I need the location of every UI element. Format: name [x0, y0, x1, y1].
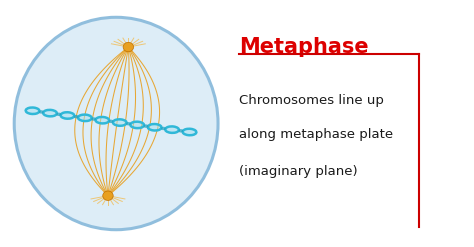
Ellipse shape: [39, 110, 44, 114]
Ellipse shape: [109, 120, 113, 123]
Ellipse shape: [178, 129, 183, 133]
Ellipse shape: [103, 191, 113, 200]
Text: along metaphase plate: along metaphase plate: [239, 128, 393, 142]
Text: (imaginary plane): (imaginary plane): [239, 165, 358, 179]
Text: Metaphase: Metaphase: [239, 37, 369, 57]
Ellipse shape: [91, 117, 96, 121]
Ellipse shape: [165, 126, 179, 133]
Ellipse shape: [43, 110, 57, 116]
Ellipse shape: [130, 122, 144, 128]
Ellipse shape: [14, 17, 218, 230]
Ellipse shape: [123, 42, 134, 52]
Text: Chromosomes line up: Chromosomes line up: [239, 94, 384, 107]
Ellipse shape: [126, 122, 131, 125]
Ellipse shape: [61, 112, 74, 119]
Ellipse shape: [74, 115, 79, 118]
Ellipse shape: [144, 124, 148, 128]
Ellipse shape: [182, 129, 196, 135]
Ellipse shape: [148, 124, 162, 130]
Ellipse shape: [56, 113, 61, 116]
Ellipse shape: [95, 117, 109, 124]
Ellipse shape: [78, 115, 92, 121]
Ellipse shape: [113, 119, 127, 126]
Ellipse shape: [161, 127, 166, 130]
Ellipse shape: [26, 107, 39, 114]
